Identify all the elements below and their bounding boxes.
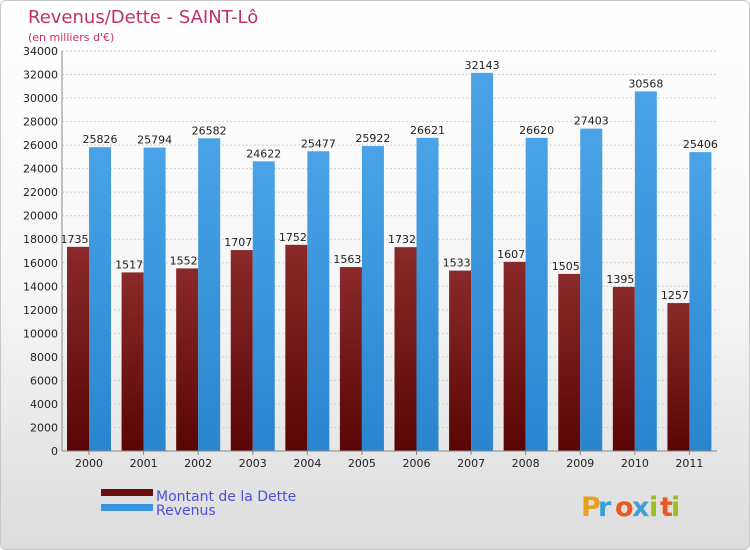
data-label-revenus: 32143	[465, 59, 500, 72]
x-tick-label: 2000	[75, 457, 103, 470]
logo-letter: x	[632, 492, 649, 523]
bar-dette	[449, 270, 472, 451]
logo-letter: t	[660, 492, 673, 523]
y-tick-label: 6000	[30, 374, 58, 387]
y-tick-label: 12000	[23, 304, 58, 317]
x-tick-label: 2001	[130, 457, 158, 470]
bar-revenus	[198, 138, 221, 452]
data-label-dette: 17079	[224, 236, 259, 249]
y-tick-label: 10000	[23, 327, 58, 340]
logo-letter: P	[581, 492, 601, 523]
data-label-revenus: 30568	[628, 77, 663, 90]
bar-dette	[285, 244, 308, 451]
y-tick-label: 8000	[30, 351, 58, 364]
logo-letter: o	[615, 492, 634, 523]
legend-label-dette: Montant de la Dette	[156, 489, 296, 505]
data-label-dette: 17326	[388, 233, 423, 246]
bar-dette	[558, 273, 581, 451]
bar-dette	[612, 286, 635, 451]
data-label-dette: 15179	[115, 258, 150, 271]
y-tick-label: 0	[51, 445, 58, 458]
y-tick-label: 2000	[30, 421, 58, 434]
legend-swatch-dette	[101, 489, 153, 496]
chart-subtitle: (en milliers d'€)	[28, 31, 114, 44]
y-tick-label: 16000	[23, 257, 58, 270]
bar-revenus	[89, 147, 111, 451]
bar-revenus	[252, 161, 275, 451]
bar-dette	[121, 272, 144, 451]
x-tick-label: 2011	[675, 457, 703, 470]
y-tick-label: 18000	[23, 233, 58, 246]
data-label-revenus: 25826	[83, 133, 118, 146]
bar-dette	[230, 250, 253, 451]
data-label-revenus: 25406	[683, 138, 718, 151]
x-tick-label: 2010	[621, 457, 649, 470]
bar-dette	[339, 267, 362, 451]
bar-revenus	[525, 137, 548, 451]
bars: 17353 25826 15179 25794 15520 26582 17079 24622…	[61, 59, 718, 452]
bar-revenus	[580, 128, 603, 451]
data-label-revenus: 26582	[192, 124, 227, 137]
logo-letter: i	[671, 492, 680, 523]
bar-revenus	[361, 146, 384, 452]
y-tick-label: 32000	[23, 69, 58, 82]
chart-title: Revenus/Dette - SAINT-Lô	[28, 7, 258, 28]
data-label-dette: 15520	[170, 254, 205, 267]
legend-label-revenus: Revenus	[156, 503, 216, 519]
data-label-revenus: 25922	[355, 132, 390, 145]
y-tick-label: 28000	[23, 116, 58, 129]
x-tick-label: 2007	[457, 457, 485, 470]
data-label-dette: 15636	[333, 253, 368, 266]
data-label-revenus: 26621	[410, 124, 445, 137]
data-label-revenus: 25794	[137, 134, 172, 147]
bar-dette	[394, 247, 417, 451]
data-label-dette: 15054	[552, 260, 587, 273]
data-label-revenus: 27403	[574, 115, 609, 128]
bar-revenus	[307, 151, 330, 452]
data-label-dette: 13950	[606, 273, 641, 286]
logo-letter: r	[598, 492, 612, 523]
x-tick-label: 2004	[293, 457, 321, 470]
axes: 0 2000 4000 6000 8000 10000 12000 14000 16000 180…	[23, 45, 717, 470]
bar-dette	[503, 261, 526, 451]
data-label-dette: 17353	[61, 233, 96, 246]
y-tick-label: 24000	[23, 163, 58, 176]
y-tick-label: 4000	[30, 398, 58, 411]
grid-lines	[62, 50, 717, 452]
bar-revenus	[689, 152, 712, 451]
proxiti-logo: Pr ox i ti	[581, 492, 680, 523]
y-tick-label: 30000	[23, 92, 58, 105]
data-label-dette: 16079	[497, 248, 532, 261]
x-tick-label: 2003	[239, 457, 267, 470]
bar-revenus	[471, 72, 494, 452]
bar-dette	[176, 268, 199, 451]
y-tick-label: 14000	[23, 280, 58, 293]
y-tick-label: 20000	[23, 210, 58, 223]
y-tick-label: 34000	[23, 45, 58, 58]
bar-dette	[667, 303, 690, 451]
data-label-revenus: 24622	[246, 147, 281, 160]
data-label-dette: 15333	[443, 257, 478, 270]
x-tick-label: 2008	[512, 457, 540, 470]
x-tick-label: 2009	[566, 457, 594, 470]
x-tick-label: 2005	[348, 457, 376, 470]
legend: Montant de la Dette Revenus	[101, 489, 296, 519]
bar-revenus	[634, 91, 657, 452]
data-label-revenus: 25477	[301, 137, 336, 150]
data-label-revenus: 26620	[519, 124, 554, 137]
bar-dette	[67, 246, 89, 451]
x-tick-label: 2002	[184, 457, 212, 470]
logo-letter: i	[649, 492, 658, 523]
legend-swatch-revenus	[101, 504, 153, 511]
y-tick-label: 26000	[23, 139, 58, 152]
bar-revenus	[143, 147, 166, 451]
y-tick-label: 22000	[23, 186, 58, 199]
bar-revenus	[416, 137, 439, 451]
x-tick-label: 2006	[403, 457, 431, 470]
data-label-dette: 17525	[279, 231, 314, 244]
data-label-dette: 12575	[661, 289, 696, 302]
